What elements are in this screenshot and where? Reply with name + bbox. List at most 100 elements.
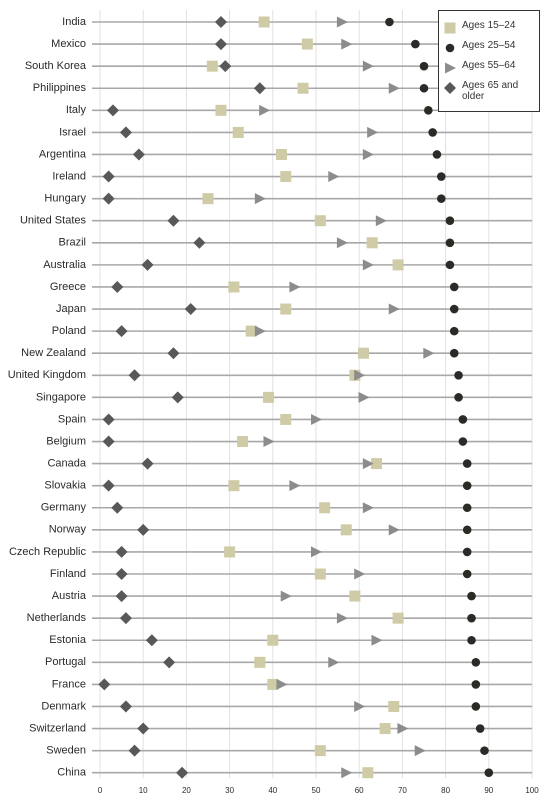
data-point [454,370,463,380]
data-point [280,413,292,425]
data-point [458,415,468,424]
data-point [280,303,292,315]
data-point [141,258,154,271]
data-point [419,83,429,93]
legend-icon [445,62,456,74]
y-tick-label: Japan [56,303,86,315]
x-tick-label: 60 [355,786,364,795]
y-tick-label: Sweden [46,745,86,757]
data-point [319,502,331,514]
data-point [336,612,348,624]
data-point [328,171,340,183]
data-point [419,61,429,71]
data-point [176,766,189,779]
x-tick-label: 90 [484,786,493,795]
data-point [362,767,374,779]
data-point [115,325,128,338]
data-point [102,435,115,448]
data-point [475,724,485,733]
data-point [449,326,459,336]
data-point [436,172,446,181]
data-point [385,17,394,27]
data-point [366,237,378,249]
y-tick-label: Singapore [36,391,86,403]
data-point [276,678,288,690]
data-point [354,568,366,580]
y-tick-label: United Kingdom [8,369,86,381]
legend-icon [444,22,456,34]
y-tick-label: Greece [50,281,86,293]
y-tick-label: Italy [66,104,87,116]
data-point [336,237,348,249]
x-tick-label: 20 [182,786,191,795]
data-point [370,458,382,470]
y-tick-label: Norway [49,524,87,536]
data-point [119,612,132,625]
data-point [424,106,433,115]
legend-item: Ages 55–64 [443,60,535,75]
data-point [423,347,435,359]
data-point [336,16,348,28]
data-point [215,104,227,116]
x-tick-label: 80 [441,786,450,795]
data-point [358,391,370,403]
legend: Ages 15–24 Ages 25–54 Ages 55–64 Ages 65 an… [438,10,540,112]
x-tick-label: 100 [525,786,539,795]
data-point [111,280,124,293]
legend-item: Ages 65 and older [443,80,535,102]
data-point [301,38,313,50]
y-tick-label: Mexico [51,38,86,50]
y-tick-label: South Korea [25,60,87,72]
data-point [263,436,275,448]
data-point [184,303,197,316]
y-tick-label: Australia [43,259,87,271]
data-point [449,348,459,358]
x-tick-label: 50 [312,786,321,795]
y-tick-label: Israel [59,126,86,138]
data-point [119,700,132,713]
data-point [132,148,145,161]
legend-item: Ages 15–24 [443,20,535,35]
data-point [414,745,426,757]
data-point [480,746,489,755]
data-point [262,391,274,403]
y-tick-label: Canada [47,458,86,470]
data-point [102,413,115,426]
y-tick-label: China [57,767,87,779]
data-point [267,678,279,690]
data-point [449,304,459,314]
data-point [462,547,472,557]
y-tick-label: Belgium [46,435,86,447]
data-point [214,38,227,51]
legend-label: Ages 25–54 [462,40,516,51]
data-point [102,170,115,183]
data-point [141,457,154,470]
y-tick-label: Estonia [49,634,87,646]
legend-marker [444,22,456,34]
data-point [462,503,472,513]
data-point [375,215,387,227]
data-point [436,194,446,203]
data-point [397,723,409,735]
y-tick-label: Brazil [58,237,86,249]
x-tick-label: 30 [225,786,234,795]
data-point [432,150,442,159]
x-tick-label: 10 [139,786,148,795]
data-point [388,700,400,712]
data-point [314,568,326,580]
data-point [362,148,374,160]
data-point [102,479,115,492]
data-point [237,436,249,448]
data-point [388,524,400,536]
data-point [115,590,128,603]
data-point [388,303,400,315]
data-point [280,171,292,183]
data-point [137,722,150,735]
y-tick-label: Argentina [39,148,87,160]
y-tick-label: Philippines [33,82,87,94]
data-point [362,60,374,72]
data-point [193,236,206,249]
x-tick-label: 0 [98,786,103,795]
data-point [392,259,404,271]
